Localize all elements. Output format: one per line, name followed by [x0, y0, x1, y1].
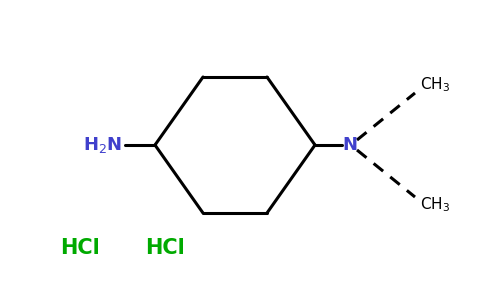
Text: CH$_3$: CH$_3$ [420, 196, 450, 214]
Text: H$_2$N: H$_2$N [83, 135, 122, 155]
Text: HCl: HCl [145, 238, 185, 258]
Text: N: N [343, 136, 358, 154]
Text: HCl: HCl [60, 238, 100, 258]
Text: CH$_3$: CH$_3$ [420, 76, 450, 94]
